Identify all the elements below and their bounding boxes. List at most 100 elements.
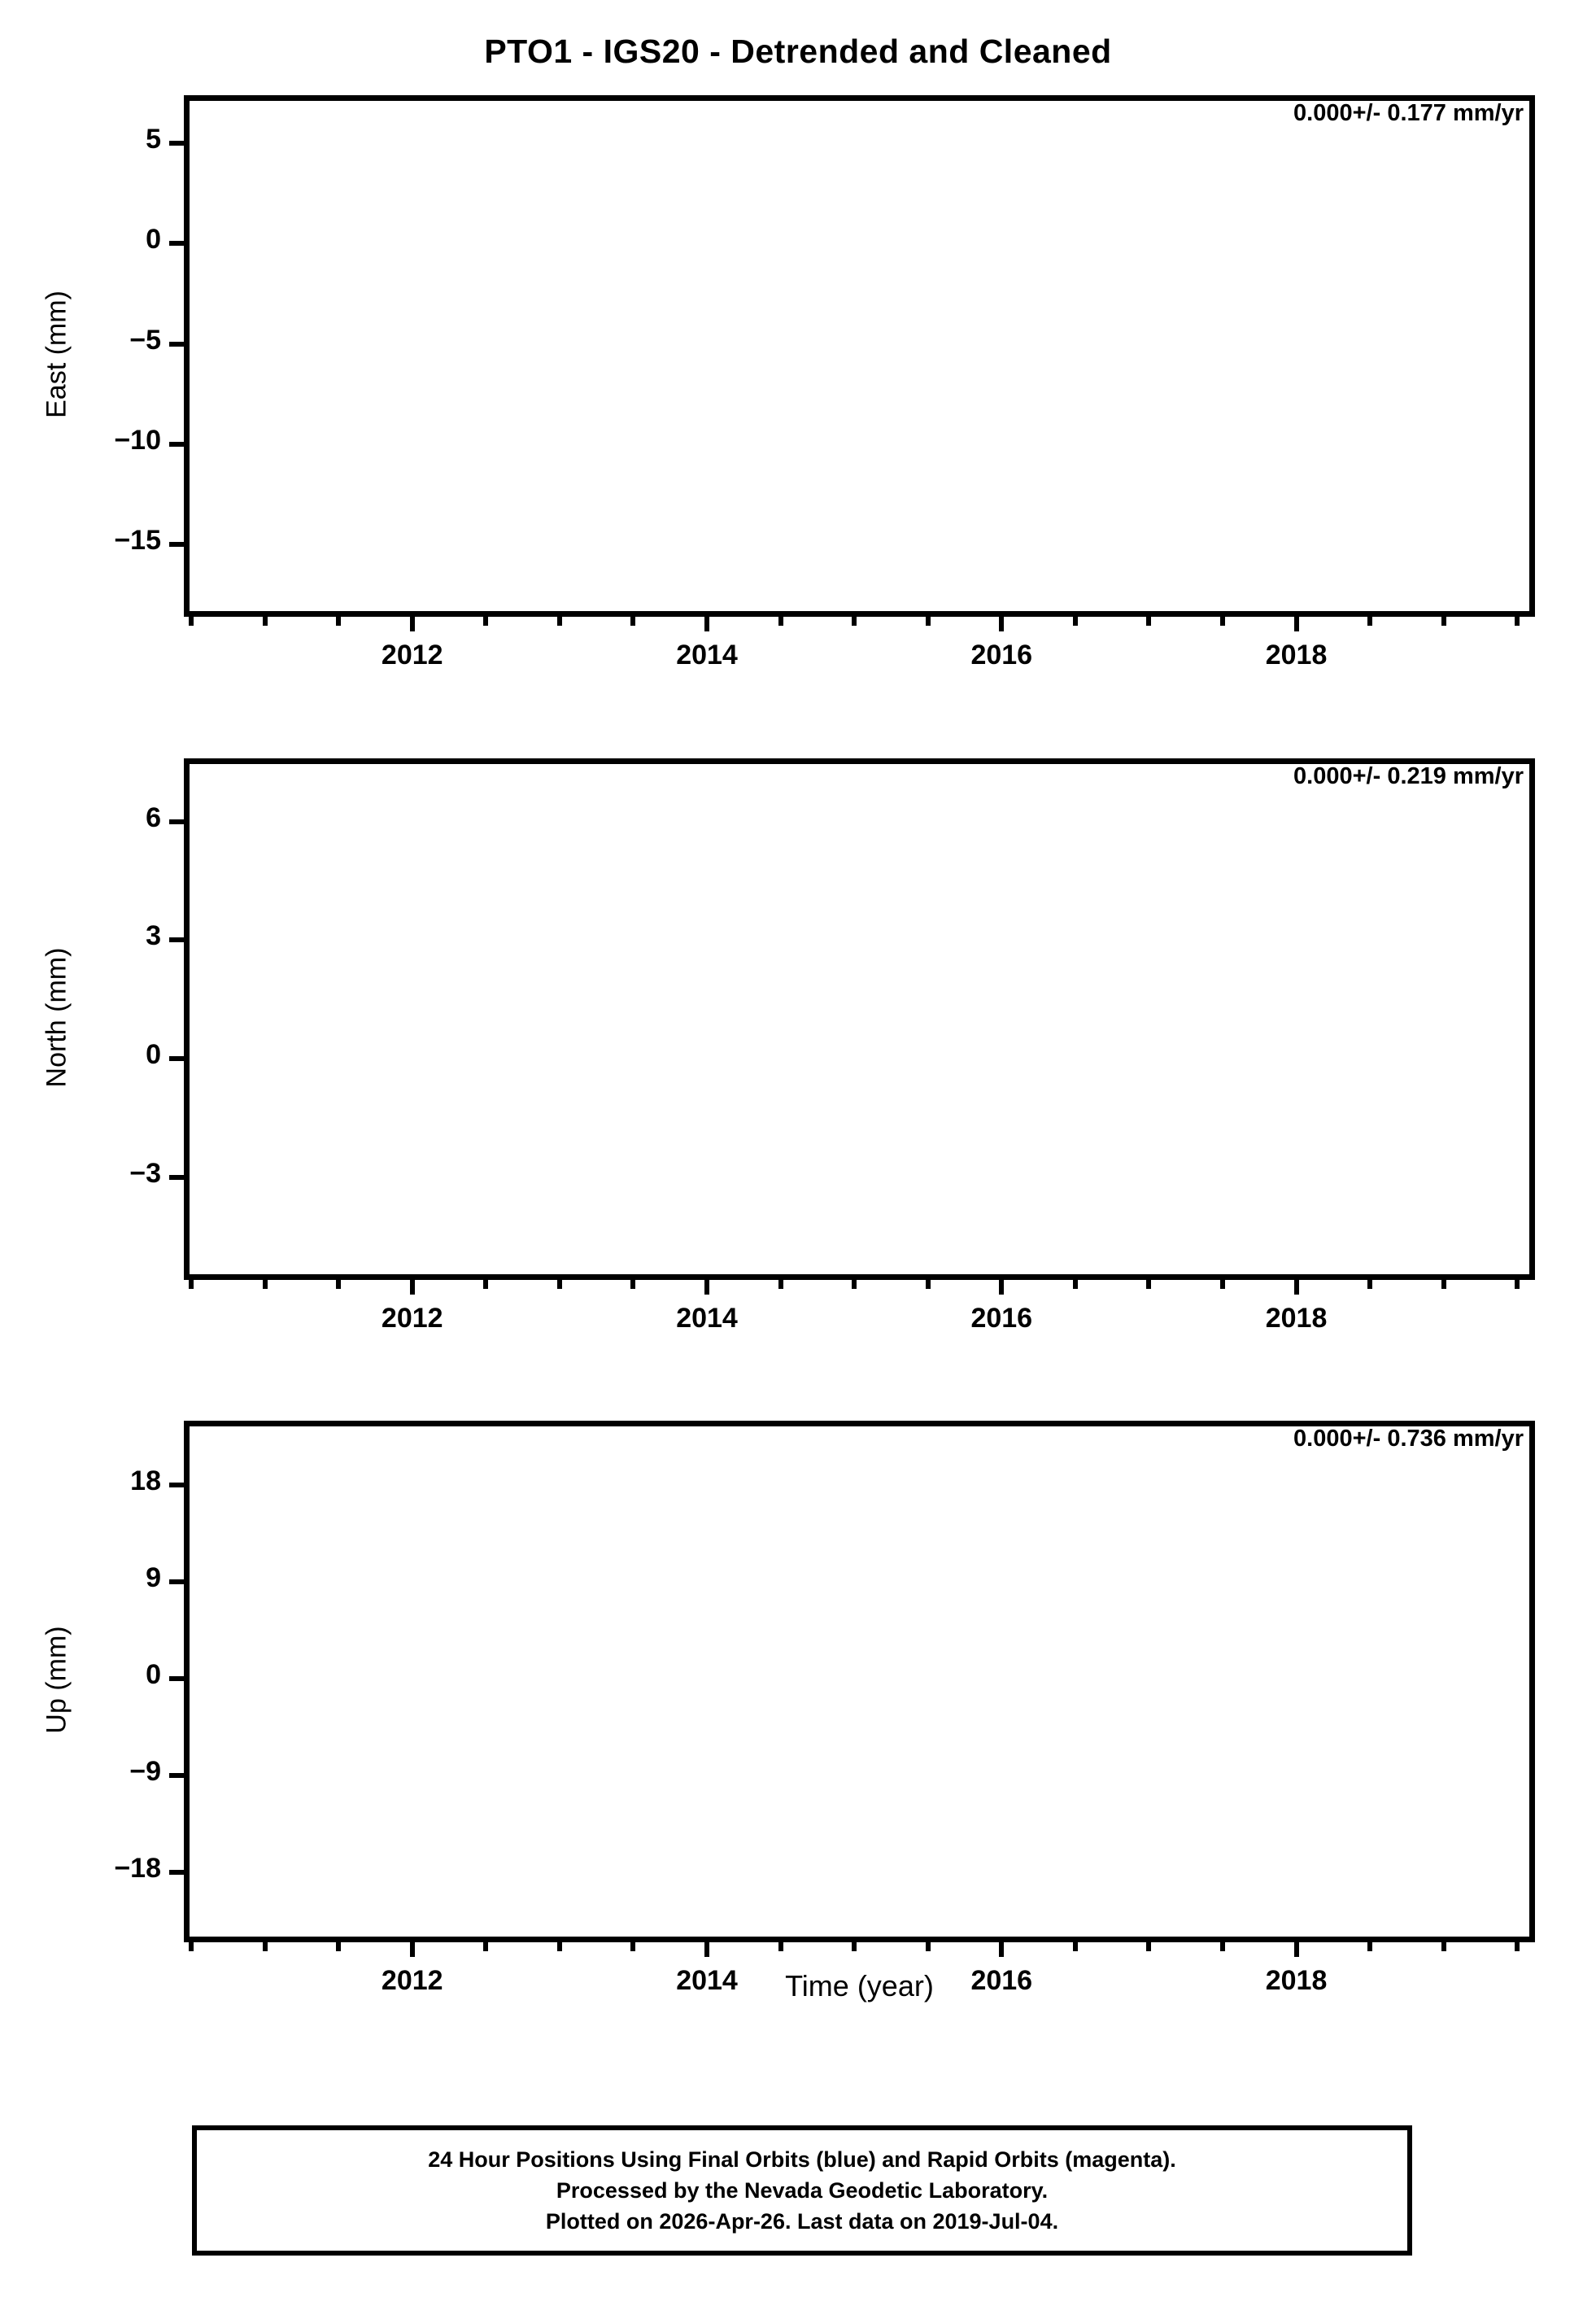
x-tick-up-2011.5 bbox=[336, 1942, 342, 1951]
x-tick-east-2019.5 bbox=[1515, 617, 1520, 626]
x-tick-east-2014.5 bbox=[778, 617, 783, 626]
rate-label-east: 0.000+/- 0.177 mm/yr bbox=[1293, 100, 1524, 126]
x-tick-north-2018.5 bbox=[1367, 1280, 1373, 1289]
x-tick-label-east-1: 2014 bbox=[676, 640, 738, 670]
page-title: PTO1 - IGS20 - Detrended and Cleaned bbox=[484, 33, 1112, 70]
x-tick-up-2016.0 bbox=[999, 1942, 1005, 1957]
x-tick-north-2014.5 bbox=[778, 1280, 783, 1289]
y-tick-label-up-0: 18 bbox=[130, 1465, 161, 1497]
x-tick-up-2013.5 bbox=[630, 1942, 636, 1951]
y-tick-east-0 bbox=[169, 141, 184, 146]
y-tick-label-east-1: 0 bbox=[146, 224, 161, 255]
x-tick-north-2011.0 bbox=[262, 1280, 268, 1289]
x-tick-up-2018.0 bbox=[1293, 1942, 1299, 1957]
x-tick-east-2013.0 bbox=[556, 617, 562, 626]
x-tick-up-2012.5 bbox=[483, 1942, 489, 1951]
x-tick-east-2012.0 bbox=[409, 617, 415, 631]
x-tick-north-2018.0 bbox=[1293, 1280, 1299, 1295]
x-tick-east-2015.0 bbox=[852, 617, 857, 626]
x-tick-east-2019.0 bbox=[1441, 617, 1446, 626]
x-tick-label-north-3: 2018 bbox=[1265, 1303, 1328, 1334]
y-axis-title-east: East (mm) bbox=[41, 290, 72, 418]
x-tick-up-2017.5 bbox=[1219, 1942, 1225, 1951]
y-tick-label-east-0: 5 bbox=[146, 124, 161, 155]
y-tick-north-2 bbox=[169, 1056, 184, 1062]
x-tick-up-2011.0 bbox=[262, 1942, 268, 1951]
panel-north: 0.000+/- 0.219 mm/yr bbox=[184, 758, 1535, 1280]
x-tick-label-east-3: 2018 bbox=[1265, 640, 1328, 670]
x-tick-label-north-1: 2014 bbox=[676, 1303, 738, 1334]
x-tick-up-2014.0 bbox=[704, 1942, 710, 1957]
y-tick-east-3 bbox=[169, 441, 184, 447]
x-tick-east-2016.5 bbox=[1072, 617, 1078, 626]
y-tick-east-4 bbox=[169, 542, 184, 548]
x-tick-north-2019.0 bbox=[1441, 1280, 1446, 1289]
y-axis-title-up: Up (mm) bbox=[41, 1625, 72, 1734]
y-tick-up-2 bbox=[169, 1676, 184, 1682]
y-tick-east-2 bbox=[169, 341, 184, 347]
y-tick-up-3 bbox=[169, 1773, 184, 1779]
x-tick-east-2010.5 bbox=[189, 617, 194, 626]
x-tick-north-2017.0 bbox=[1146, 1280, 1152, 1289]
x-tick-label-up-3: 2018 bbox=[1265, 1965, 1328, 1996]
x-tick-up-2019.0 bbox=[1441, 1942, 1446, 1951]
x-tick-up-2010.5 bbox=[189, 1942, 194, 1951]
x-tick-north-2016.0 bbox=[999, 1280, 1005, 1295]
x-tick-east-2017.5 bbox=[1219, 617, 1225, 626]
footer-line-1: 24 Hour Positions Using Final Orbits (bl… bbox=[428, 2147, 1176, 2172]
x-tick-up-2013.0 bbox=[556, 1942, 562, 1951]
x-tick-north-2013.5 bbox=[630, 1280, 636, 1289]
y-tick-label-up-4: −18 bbox=[114, 1853, 161, 1885]
y-tick-north-0 bbox=[169, 819, 184, 824]
plot-frame-up bbox=[184, 1421, 1535, 1942]
x-tick-up-2017.0 bbox=[1146, 1942, 1152, 1951]
x-tick-east-2011.0 bbox=[262, 617, 268, 626]
x-tick-up-2015.0 bbox=[852, 1942, 857, 1951]
y-tick-up-0 bbox=[169, 1483, 184, 1488]
y-tick-north-3 bbox=[169, 1174, 184, 1180]
plot-frame-east bbox=[184, 95, 1535, 617]
rate-label-up: 0.000+/- 0.736 mm/yr bbox=[1293, 1426, 1524, 1452]
x-tick-north-2014.0 bbox=[704, 1280, 710, 1295]
x-tick-north-2019.5 bbox=[1515, 1280, 1520, 1289]
x-tick-east-2016.0 bbox=[999, 617, 1005, 631]
x-tick-north-2012.5 bbox=[483, 1280, 489, 1289]
rate-label-north: 0.000+/- 0.219 mm/yr bbox=[1293, 763, 1524, 789]
x-tick-north-2011.5 bbox=[336, 1280, 342, 1289]
footer-line-3: Plotted on 2026-Apr-26. Last data on 201… bbox=[545, 2209, 1059, 2234]
x-tick-label-up-0: 2012 bbox=[381, 1965, 443, 1996]
y-tick-north-1 bbox=[169, 937, 184, 943]
x-tick-east-2011.5 bbox=[336, 617, 342, 626]
y-tick-label-north-3: −3 bbox=[129, 1157, 161, 1189]
x-tick-north-2010.5 bbox=[189, 1280, 194, 1289]
footer-box: 24 Hour Positions Using Final Orbits (bl… bbox=[192, 2125, 1412, 2256]
y-tick-label-up-1: 9 bbox=[146, 1562, 161, 1594]
y-axis-title-north: North (mm) bbox=[41, 947, 72, 1087]
footer-line-2: Processed by the Nevada Geodetic Laborat… bbox=[556, 2177, 1049, 2203]
x-tick-up-2012.0 bbox=[409, 1942, 415, 1957]
x-tick-north-2012.0 bbox=[409, 1280, 415, 1295]
x-axis-title: Time (year) bbox=[785, 1969, 934, 2002]
x-tick-east-2018.5 bbox=[1367, 617, 1373, 626]
panel-up: 0.000+/- 0.736 mm/yr bbox=[184, 1421, 1535, 1942]
x-tick-east-2017.0 bbox=[1146, 617, 1152, 626]
x-tick-north-2013.0 bbox=[556, 1280, 562, 1289]
x-tick-label-up-2: 2016 bbox=[970, 1965, 1033, 1996]
x-tick-east-2018.0 bbox=[1293, 617, 1299, 631]
x-tick-label-east-2: 2016 bbox=[970, 640, 1033, 670]
x-tick-up-2019.5 bbox=[1515, 1942, 1520, 1951]
y-tick-label-east-3: −10 bbox=[114, 424, 161, 456]
x-tick-label-east-0: 2012 bbox=[381, 640, 443, 670]
x-tick-east-2012.5 bbox=[483, 617, 489, 626]
x-tick-east-2015.5 bbox=[925, 617, 931, 626]
x-tick-label-north-0: 2012 bbox=[381, 1303, 443, 1334]
y-tick-label-north-0: 6 bbox=[146, 801, 161, 833]
x-tick-north-2015.0 bbox=[852, 1280, 857, 1289]
y-tick-east-1 bbox=[169, 241, 184, 247]
x-tick-up-2018.5 bbox=[1367, 1942, 1373, 1951]
x-tick-up-2015.5 bbox=[925, 1942, 931, 1951]
x-tick-north-2017.5 bbox=[1219, 1280, 1225, 1289]
panel-east: 0.000+/- 0.177 mm/yr bbox=[184, 95, 1535, 617]
x-tick-up-2014.5 bbox=[778, 1942, 783, 1951]
y-tick-label-east-2: −5 bbox=[129, 324, 161, 356]
